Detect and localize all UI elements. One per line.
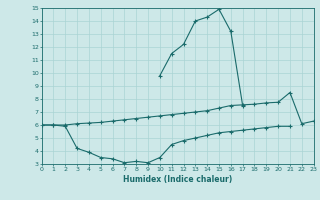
X-axis label: Humidex (Indice chaleur): Humidex (Indice chaleur) [123,175,232,184]
